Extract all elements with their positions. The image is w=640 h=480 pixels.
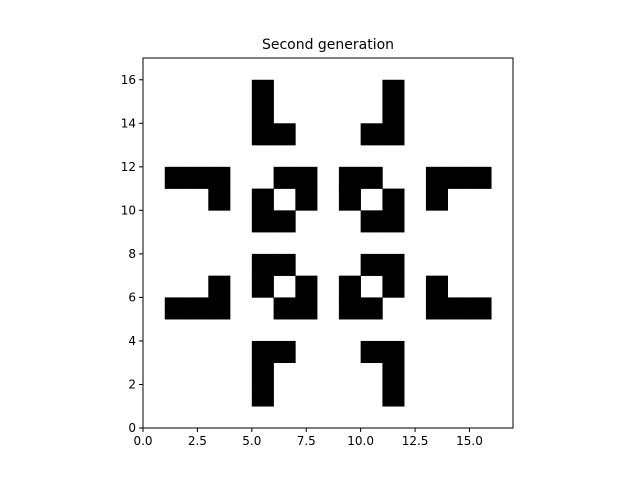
alive-cell	[251, 210, 274, 233]
alive-cell	[208, 188, 231, 211]
alive-cell	[338, 297, 361, 320]
y-tick-label: 12	[121, 160, 136, 174]
alive-cell	[273, 210, 296, 233]
alive-cell	[338, 166, 361, 189]
alive-cell	[382, 275, 405, 298]
alive-cell	[469, 297, 492, 320]
x-tick-label: 0.0	[133, 434, 152, 448]
alive-cell	[251, 123, 274, 146]
alive-cell	[382, 188, 405, 211]
alive-cell	[447, 166, 470, 189]
x-tick-label: 2.5	[188, 434, 207, 448]
alive-cell	[360, 253, 383, 276]
alive-cell	[360, 210, 383, 233]
y-tick-label: 2	[128, 377, 136, 391]
alive-cell	[360, 166, 383, 189]
alive-cell	[164, 166, 187, 189]
x-tick-label: 12.5	[402, 434, 429, 448]
alive-cell	[251, 188, 274, 211]
alive-cell	[447, 297, 470, 320]
alive-cell	[295, 297, 318, 320]
alive-cell	[425, 297, 449, 320]
x-axis: 0.0 2.5 5.0 7.5 10.0 12.5 15.0	[133, 428, 483, 448]
alive-cell	[186, 297, 209, 320]
y-tick-label: 10	[121, 203, 136, 217]
y-tick-label: 14	[121, 116, 136, 130]
alive-cell	[251, 275, 274, 298]
chart-title: Second generation	[262, 37, 394, 53]
alive-cell	[338, 188, 361, 211]
x-tick-label: 15.0	[456, 434, 483, 448]
y-tick-label: 0	[128, 421, 136, 435]
alive-cell	[251, 340, 274, 364]
alive-cell	[295, 188, 318, 211]
alive-cell	[382, 123, 405, 146]
alive-cell	[382, 101, 405, 124]
alive-cell	[273, 340, 296, 364]
alive-cell	[273, 166, 296, 189]
alive-cell	[425, 275, 449, 298]
y-tick-label: 6	[128, 290, 136, 304]
alive-cell	[360, 297, 383, 320]
alive-cell	[382, 340, 405, 364]
alive-cell	[273, 123, 296, 146]
alive-cell	[425, 166, 449, 189]
y-tick-label: 16	[121, 73, 136, 87]
alive-cell	[295, 275, 318, 298]
alive-cell	[208, 166, 231, 189]
alive-cell	[360, 340, 383, 364]
alive-cell	[251, 253, 274, 276]
alive-cell	[382, 362, 405, 385]
x-tick-label: 7.5	[297, 434, 316, 448]
alive-cell	[251, 101, 274, 124]
cells-layer	[164, 79, 492, 407]
alive-cell	[338, 275, 361, 298]
alive-cell	[251, 79, 274, 102]
y-tick-label: 4	[128, 334, 136, 348]
alive-cell	[425, 188, 449, 211]
alive-cell	[251, 384, 274, 407]
y-axis: 0 2 4 6 8 10 12 14 16	[121, 73, 143, 435]
alive-cell	[273, 253, 296, 276]
y-tick-label: 8	[128, 247, 136, 261]
alive-cell	[382, 210, 405, 233]
alive-cell	[295, 166, 318, 189]
x-tick-label: 10.0	[347, 434, 374, 448]
alive-cell	[273, 297, 296, 320]
axes-frame	[142, 57, 514, 429]
axes-background	[143, 58, 513, 428]
alive-cell	[208, 275, 231, 298]
alive-cell	[186, 166, 209, 189]
alive-cell	[164, 297, 187, 320]
alive-cell	[382, 79, 405, 102]
alive-cell	[382, 384, 405, 407]
alive-cell	[251, 362, 274, 385]
alive-cell	[360, 123, 383, 146]
alive-cell	[469, 166, 492, 189]
x-tick-label: 5.0	[242, 434, 261, 448]
alive-cell	[382, 253, 405, 276]
alive-cell	[208, 297, 231, 320]
plot-area	[142, 57, 514, 429]
